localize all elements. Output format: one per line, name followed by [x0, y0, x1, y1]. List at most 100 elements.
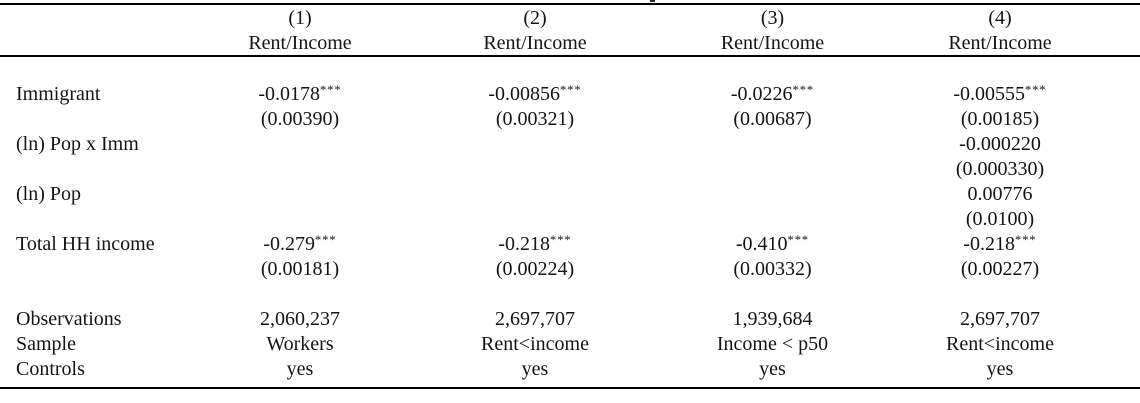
- stat-cell: yes: [986, 358, 1014, 380]
- se-cell: [190, 157, 410, 182]
- coef-value: -0.410: [735, 233, 788, 255]
- se-cell: (0.0100): [965, 208, 1035, 230]
- se-cell: (0.000330): [955, 158, 1045, 180]
- se-cell: [410, 157, 660, 182]
- coef-cell: [190, 182, 410, 207]
- table-bottom-rule: [0, 387, 1140, 389]
- table-top-rule: [0, 3, 1140, 5]
- significance-stars: ***: [560, 82, 582, 97]
- row-label: (ln) Pop x Imm: [16, 133, 139, 155]
- stat-cell: 2,697,707: [960, 308, 1040, 330]
- se-cell: [660, 207, 885, 232]
- coef-cell: -0.0178***: [190, 82, 410, 107]
- row-label: Controls: [16, 358, 85, 380]
- stat-cell: 2,060,237: [260, 308, 340, 330]
- coef-value: -0.218: [498, 233, 551, 255]
- column-number-header: (4): [988, 7, 1012, 29]
- dep-var-header: Rent/Income: [948, 32, 1052, 54]
- significance-stars: ***: [315, 232, 337, 247]
- table-row-total-hh-income: Total HH income -0.279*** -0.218*** -0.4…: [0, 232, 1115, 257]
- se-cell: (0.00224): [495, 258, 575, 280]
- coef-cell: -0.00856***: [410, 82, 660, 107]
- row-label: [0, 257, 190, 282]
- coef-value: -0.0226: [730, 83, 793, 105]
- table-row-lnpop-x-imm-se: (0.000330): [0, 157, 1115, 182]
- dep-var-header-row: Rent/Income Rent/Income Rent/Income Rent…: [0, 31, 1115, 55]
- significance-stars: ***: [550, 232, 572, 247]
- coef-cell: -0.000220: [959, 133, 1041, 155]
- se-cell: (0.00321): [495, 108, 575, 130]
- table-row-lnpop-x-imm: (ln) Pop x Imm -0.000220: [0, 132, 1115, 157]
- coef-cell: [660, 182, 885, 207]
- table-row-total-hh-income-se: (0.00181) (0.00224) (0.00332) (0.00227): [0, 257, 1115, 282]
- significance-stars: ***: [787, 232, 810, 247]
- coef-value: -0.0178: [258, 83, 321, 105]
- dep-var-header: Rent/Income: [248, 32, 352, 54]
- table-row-controls: Controls yes yes yes yes: [0, 357, 1115, 382]
- dep-var-header: Rent/Income: [483, 32, 587, 54]
- se-cell: (0.00332): [733, 258, 812, 280]
- coef-cell: [190, 132, 410, 157]
- coef-cell: -0.410***: [660, 232, 885, 257]
- coef-cell: [660, 132, 885, 157]
- coef-value: -0.218: [963, 233, 1016, 255]
- stat-cell: Rent<income: [481, 333, 589, 355]
- row-label: [0, 157, 190, 182]
- row-label: [0, 107, 190, 132]
- stat-cell: yes: [521, 358, 549, 380]
- coef-cell: 0.00776: [967, 183, 1033, 205]
- cropped-caption-fragment: [650, 0, 655, 2]
- coef-cell: -0.0226***: [660, 82, 885, 107]
- significance-stars: ***: [1025, 82, 1047, 97]
- column-number-header-row: (1) (2) (3) (4): [0, 5, 1115, 31]
- table-row-observations: Observations 2,060,237 2,697,707 1,939,6…: [0, 307, 1115, 332]
- row-label: [0, 207, 190, 232]
- stat-cell: 1,939,684: [732, 308, 813, 330]
- se-cell: [190, 207, 410, 232]
- coef-cell: -0.218***: [410, 232, 660, 257]
- coef-cell: -0.00555***: [885, 82, 1115, 107]
- row-label: (ln) Pop: [16, 183, 81, 205]
- table-row-lnpop-se: (0.0100): [0, 207, 1115, 232]
- table-row-sample: Sample Workers Rent<income Income < p50 …: [0, 332, 1115, 357]
- stat-cell: Workers: [266, 333, 334, 355]
- dep-var-header: Rent/Income: [720, 32, 825, 54]
- significance-stars: ***: [792, 82, 815, 97]
- se-cell: (0.00181): [260, 258, 340, 280]
- stat-cell: Income < p50: [716, 333, 829, 355]
- row-label: Sample: [16, 333, 76, 355]
- row-label: Immigrant: [16, 83, 101, 105]
- header-spacer: [0, 31, 190, 55]
- summary-stat-rows: Observations 2,060,237 2,697,707 1,939,6…: [0, 307, 1115, 382]
- coef-cell: [410, 132, 660, 157]
- se-cell: (0.00390): [260, 108, 340, 130]
- stat-cell: yes: [759, 358, 786, 380]
- column-number-header: (3): [760, 7, 785, 29]
- coef-cell: [410, 182, 660, 207]
- stat-cell: Rent<income: [946, 333, 1054, 355]
- row-label: Observations: [16, 308, 122, 330]
- coef-value: -0.00856: [488, 83, 561, 105]
- stat-cell: 2,697,707: [495, 308, 575, 330]
- table-row-immigrant-se: (0.00390) (0.00321) (0.00687) (0.00185): [0, 107, 1115, 132]
- se-cell: (0.00687): [733, 108, 812, 130]
- se-cell: (0.00185): [960, 108, 1040, 130]
- se-cell: (0.00227): [960, 258, 1040, 280]
- header-spacer: [0, 5, 190, 31]
- table-header-rule: [0, 55, 1140, 57]
- coef-value: -0.279: [263, 233, 316, 255]
- se-cell: [660, 157, 885, 182]
- stat-cell: yes: [286, 358, 314, 380]
- significance-stars: ***: [320, 82, 342, 97]
- table-row-lnpop: (ln) Pop 0.00776: [0, 182, 1115, 207]
- coef-value: -0.00555: [953, 83, 1026, 105]
- se-cell: [410, 207, 660, 232]
- significance-stars: ***: [1015, 232, 1037, 247]
- table-row-immigrant: Immigrant -0.0178*** -0.00856*** -0.0226…: [0, 82, 1115, 107]
- coef-cell: -0.279***: [190, 232, 410, 257]
- column-number-header: (2): [523, 7, 547, 29]
- coefficient-rows: Immigrant -0.0178*** -0.00856*** -0.0226…: [0, 82, 1115, 282]
- coef-cell: -0.218***: [885, 232, 1115, 257]
- column-number-header: (1): [288, 7, 312, 29]
